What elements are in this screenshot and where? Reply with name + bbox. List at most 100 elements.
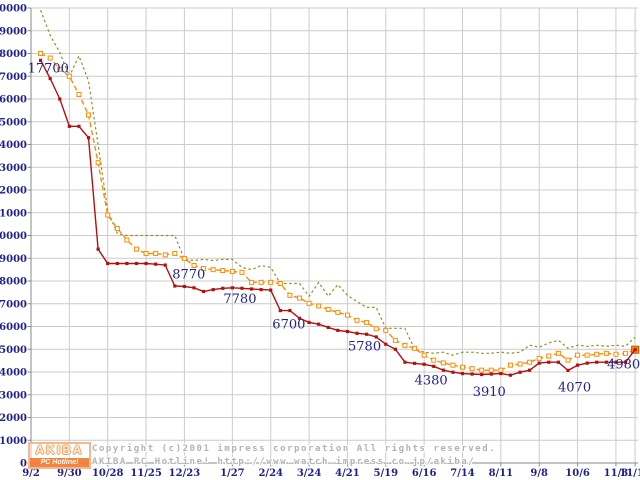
data-point-marker xyxy=(354,317,360,323)
data-point-marker xyxy=(499,371,503,376)
data-point-marker xyxy=(604,360,608,364)
data-point-marker xyxy=(373,326,379,332)
y-tick-label: 14000 xyxy=(0,140,27,151)
x-tick-label: 6/16 xyxy=(412,468,437,479)
data-point-marker xyxy=(249,279,255,285)
data-point-marker xyxy=(249,287,254,291)
data-point-marker xyxy=(488,367,494,373)
data-point-marker xyxy=(537,361,541,365)
data-point-marker xyxy=(528,368,532,372)
data-point-marker xyxy=(38,51,44,56)
price-annotation: 4070 xyxy=(558,380,591,395)
data-point-marker xyxy=(77,124,81,128)
data-point-marker xyxy=(421,352,427,358)
data-point-marker xyxy=(440,360,446,366)
data-point-marker xyxy=(297,316,302,320)
data-point-marker xyxy=(76,91,82,97)
x-tick-label: 7/14 xyxy=(450,468,475,479)
y-tick-label: 11000 xyxy=(0,208,27,219)
data-point-marker xyxy=(613,351,619,357)
data-point-marker xyxy=(48,76,52,81)
data-point-marker xyxy=(259,288,263,292)
y-tick-label: 6000 xyxy=(0,322,27,333)
x-tick-label: 11/3 xyxy=(604,468,629,479)
akiba-pc-hotline-logo: AKIBA PC Hotline! xyxy=(28,442,91,469)
data-point-marker xyxy=(210,267,216,273)
y-tick-label: 15000 xyxy=(0,117,27,128)
y-tick-label: 12000 xyxy=(0,186,27,197)
y-tick-label: 9000 xyxy=(0,254,27,265)
data-point-marker xyxy=(66,73,72,79)
y-tick-label: 18000 xyxy=(0,49,27,60)
data-point-marker xyxy=(240,286,244,290)
y-tick-label: 17000 xyxy=(0,72,27,83)
data-point-marker xyxy=(296,295,302,301)
data-point-marker xyxy=(536,355,542,361)
copyright-line-2: AKIBA PC Hotline! http://www.watch.impre… xyxy=(92,457,476,467)
y-tick-label: 3000 xyxy=(0,390,27,401)
data-point-marker xyxy=(451,370,455,374)
copyright-line-1: Copyright (c)2001 impress corporation Al… xyxy=(92,444,497,454)
data-point-marker xyxy=(86,136,91,140)
data-point-marker xyxy=(105,212,111,218)
data-point-marker xyxy=(163,263,167,267)
data-point-marker xyxy=(307,320,311,325)
x-tick-label: 10/28 xyxy=(92,468,124,479)
data-point-marker xyxy=(547,360,551,364)
y-axis-labels: 0 1000 2000 3000 4000 5000 6000 7000 8000 9000 100… xyxy=(0,4,27,470)
data-point-marker xyxy=(480,372,484,377)
x-tick-label: 1/27 xyxy=(220,468,245,479)
data-point-marker xyxy=(565,357,571,363)
data-point-marker xyxy=(67,124,71,128)
data-point-marker xyxy=(125,261,129,266)
data-point-marker xyxy=(306,300,312,306)
data-point-marker xyxy=(594,351,600,357)
data-point-marker xyxy=(403,360,407,364)
data-point-marker xyxy=(47,55,53,61)
data-point-marker xyxy=(355,331,359,335)
x-tick-label: 11/25 xyxy=(130,468,162,479)
data-point-marker xyxy=(287,292,293,298)
data-point-marker xyxy=(412,361,417,365)
series-red-solid-line-low xyxy=(38,58,637,377)
data-point-marker xyxy=(181,255,187,261)
x-axis-labels: 9/2 9/30 10/28 11/25 12/23 1/27 2/24 3/24 4/21 5/… xyxy=(22,468,640,479)
data-point-marker xyxy=(239,269,245,275)
price-annotation: 8770 xyxy=(172,268,205,283)
data-point-marker xyxy=(344,312,350,318)
data-point-marker xyxy=(268,279,274,285)
series-line-red-solid-line-low xyxy=(39,59,636,376)
data-point-marker xyxy=(412,345,418,351)
y-tick-label: 1000 xyxy=(0,436,27,447)
data-point-marker xyxy=(86,112,92,118)
x-tick-label: 9/2 xyxy=(22,468,40,479)
y-tick-label: 16000 xyxy=(0,95,27,106)
data-point-marker xyxy=(431,357,437,363)
data-point-marker xyxy=(277,281,283,287)
price-annotation: 7780 xyxy=(223,292,256,307)
data-point-marker xyxy=(432,364,436,368)
data-point-marker xyxy=(221,286,225,290)
data-point-marker xyxy=(106,261,110,266)
data-point-marker xyxy=(383,327,389,333)
data-point-marker xyxy=(229,268,235,274)
x-tick-label: 2/24 xyxy=(258,468,283,479)
data-point-marker xyxy=(154,262,158,266)
series-line-olive-dotted-line-high xyxy=(40,10,636,356)
data-point-marker xyxy=(595,360,599,364)
data-point-marker xyxy=(584,352,590,358)
data-point-marker xyxy=(517,361,523,367)
x-tick-label: 3/24 xyxy=(297,468,322,479)
price-annotation: 17700 xyxy=(28,61,69,76)
data-point-marker xyxy=(288,308,292,313)
y-tick-label: 2000 xyxy=(0,413,27,424)
data-point-marker xyxy=(115,261,119,266)
y-tick-label: 13000 xyxy=(0,163,27,174)
data-point-marker xyxy=(392,337,398,343)
data-point-marker xyxy=(614,360,618,364)
data-point-marker xyxy=(230,286,234,290)
data-point-marker xyxy=(603,350,609,356)
data-point-marker xyxy=(507,362,513,368)
